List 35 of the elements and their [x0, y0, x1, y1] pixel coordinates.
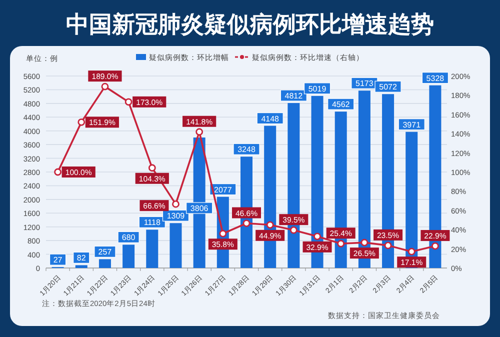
point — [290, 226, 298, 234]
data-label: 5173 — [356, 79, 374, 88]
data-label: 680 — [122, 233, 136, 242]
data-label: 5072 — [379, 82, 398, 92]
data-label: 5328 — [426, 74, 445, 83]
point — [266, 221, 274, 229]
point — [101, 82, 109, 90]
data-label: 5019 — [308, 84, 327, 94]
point — [124, 98, 132, 106]
point — [432, 242, 439, 250]
point — [408, 248, 416, 256]
data-label: 3248 — [238, 145, 256, 154]
data-label: 3971 — [402, 120, 422, 130]
data-label: 1118 — [144, 218, 162, 228]
data-label: 27 — [53, 256, 63, 265]
point — [196, 128, 204, 136]
point — [78, 118, 86, 126]
point — [314, 232, 321, 240]
data-label: 4562 — [332, 100, 350, 110]
data-label: 1309 — [166, 212, 186, 221]
point — [54, 168, 62, 176]
point — [172, 200, 180, 208]
point — [219, 230, 227, 238]
data-label: 2077 — [214, 185, 232, 194]
chart-title: 中国新冠肺炎疑似病例环比增速趋势 — [66, 11, 434, 37]
data-label: 4812 — [284, 92, 304, 101]
point — [148, 164, 156, 172]
data-label: 3806 — [190, 204, 209, 214]
point — [337, 240, 345, 248]
point — [242, 220, 250, 227]
data-label: 82 — [76, 254, 86, 263]
data-label: 257 — [98, 248, 112, 257]
data-label: 4148 — [261, 114, 280, 124]
point — [360, 238, 368, 246]
point — [384, 242, 392, 250]
